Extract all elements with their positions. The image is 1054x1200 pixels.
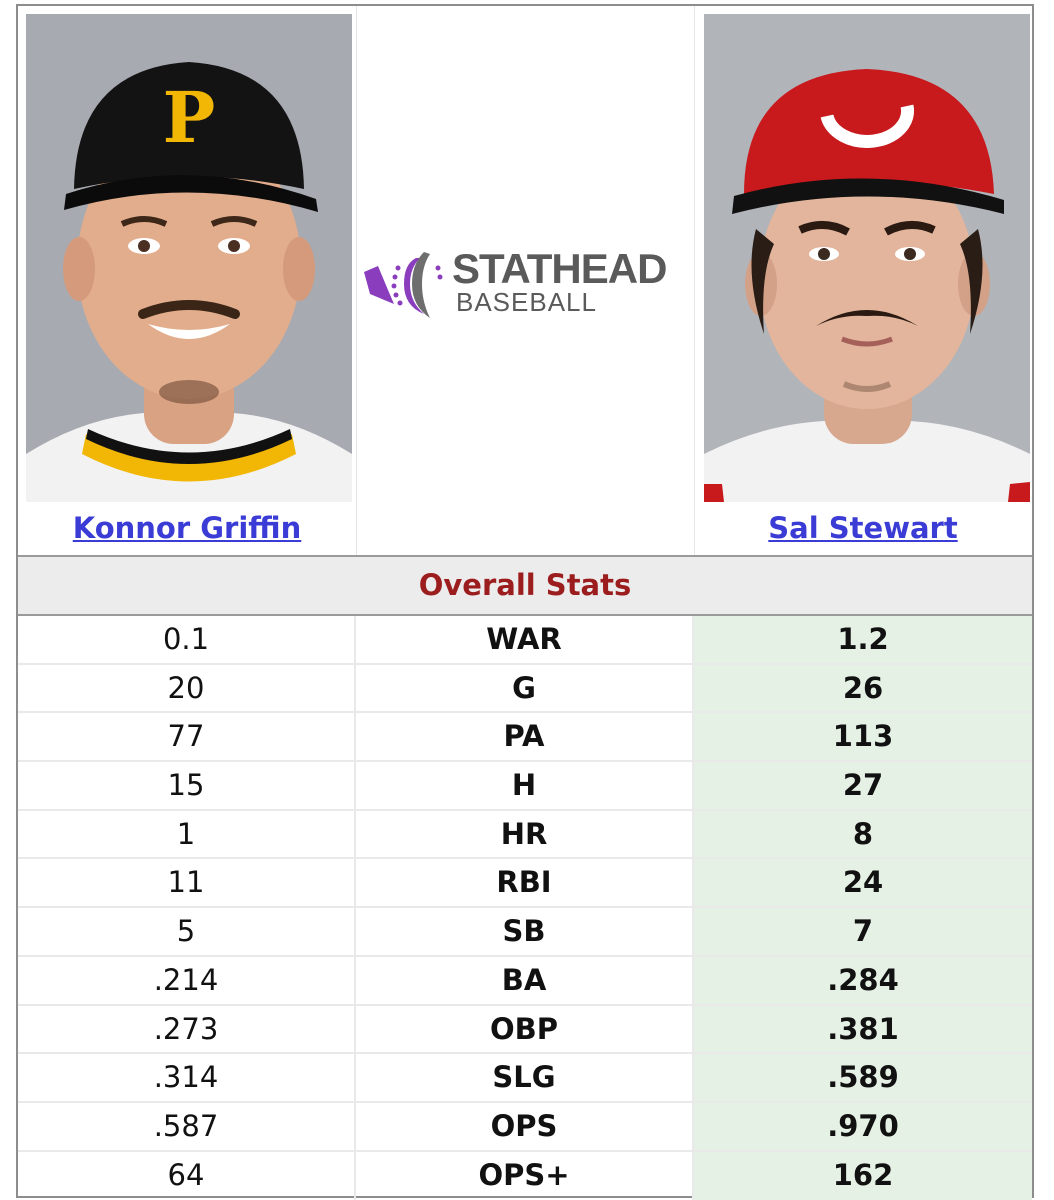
- stat-left-value: .273: [18, 1005, 356, 1053]
- stat-row: .587 OPS .970: [18, 1102, 1032, 1152]
- stat-right-value: 113: [694, 713, 1032, 761]
- stat-right-value: 1.2: [694, 616, 1032, 663]
- stat-right-value: 26: [694, 664, 1032, 712]
- stat-row: 1 HR 8: [18, 810, 1032, 860]
- stat-right-value: 162: [694, 1151, 1032, 1200]
- stat-label: PA: [356, 713, 694, 761]
- logo-title: STATHEAD: [452, 245, 667, 292]
- stat-row: 0.1 WAR 1.2: [18, 616, 1032, 665]
- stat-label: OPS: [356, 1102, 694, 1150]
- stat-right-value: .284: [694, 956, 1032, 1004]
- stat-label: HR: [356, 810, 694, 858]
- player-2-name-link[interactable]: Sal Stewart: [768, 511, 958, 545]
- stat-row: .214 BA .284: [18, 956, 1032, 1006]
- stat-label: SB: [356, 908, 694, 955]
- stat-label: BA: [356, 956, 694, 1004]
- stat-row: .314 SLG .589: [18, 1054, 1032, 1103]
- stathead-logo-icon: [364, 252, 443, 318]
- stat-label: G: [356, 664, 694, 712]
- svg-text:P: P: [163, 76, 216, 159]
- stat-right-value: .589: [694, 1054, 1032, 1101]
- stat-right-value: .970: [694, 1102, 1032, 1150]
- player-header: P Konnor Griffin: [18, 6, 1032, 555]
- stat-row: 5 SB 7: [18, 908, 1032, 957]
- stat-label: WAR: [356, 616, 694, 663]
- stat-label: RBI: [356, 859, 694, 907]
- stat-right-value: .381: [694, 1005, 1032, 1053]
- player-1-name-link[interactable]: Konnor Griffin: [72, 511, 302, 545]
- stat-row: 77 PA 113: [18, 713, 1032, 763]
- stat-left-value: 1: [18, 810, 356, 858]
- stat-row: 15 H 27: [18, 762, 1032, 811]
- stat-row: 11 RBI 24: [18, 859, 1032, 909]
- stat-label: H: [356, 762, 694, 809]
- stat-left-value: 77: [18, 713, 356, 761]
- stat-row: .273 OBP .381: [18, 1005, 1032, 1055]
- player-2-photo: [704, 14, 1030, 502]
- stat-label: OBP: [356, 1005, 694, 1053]
- stat-left-value: 20: [18, 664, 356, 712]
- stathead-logo: STATHEAD BASEBALL: [364, 244, 690, 324]
- column-divider: [694, 6, 695, 555]
- stat-left-value: .214: [18, 956, 356, 1004]
- player-1-photo: P: [26, 14, 352, 502]
- stat-label: SLG: [356, 1054, 694, 1101]
- stat-left-value: 0.1: [18, 616, 356, 663]
- stat-left-value: 11: [18, 859, 356, 907]
- logo-subtitle: BASEBALL: [456, 287, 597, 317]
- stat-right-value: 27: [694, 762, 1032, 809]
- stat-right-value: 7: [694, 908, 1032, 955]
- stats-table: 0.1 WAR 1.2 20 G 26 77 PA 113 15 H 27 1 HR 8 11 RBI 24 5 SB…: [18, 616, 1032, 1200]
- stat-right-value: 24: [694, 859, 1032, 907]
- stat-left-value: .314: [18, 1054, 356, 1101]
- stat-left-value: .587: [18, 1102, 356, 1150]
- stat-right-value: 8: [694, 810, 1032, 858]
- stat-label: OPS+: [356, 1151, 694, 1200]
- stat-row: 20 G 26: [18, 664, 1032, 714]
- stat-left-value: 15: [18, 762, 356, 809]
- column-divider: [356, 6, 357, 555]
- stat-left-value: 5: [18, 908, 356, 955]
- section-title: Overall Stats: [418, 568, 632, 602]
- stat-row: 64 OPS+ 162: [18, 1151, 1032, 1200]
- stat-left-value: 64: [18, 1151, 356, 1200]
- comparison-card: P Konnor Griffin: [16, 4, 1034, 1200]
- section-header: Overall Stats: [18, 555, 1032, 616]
